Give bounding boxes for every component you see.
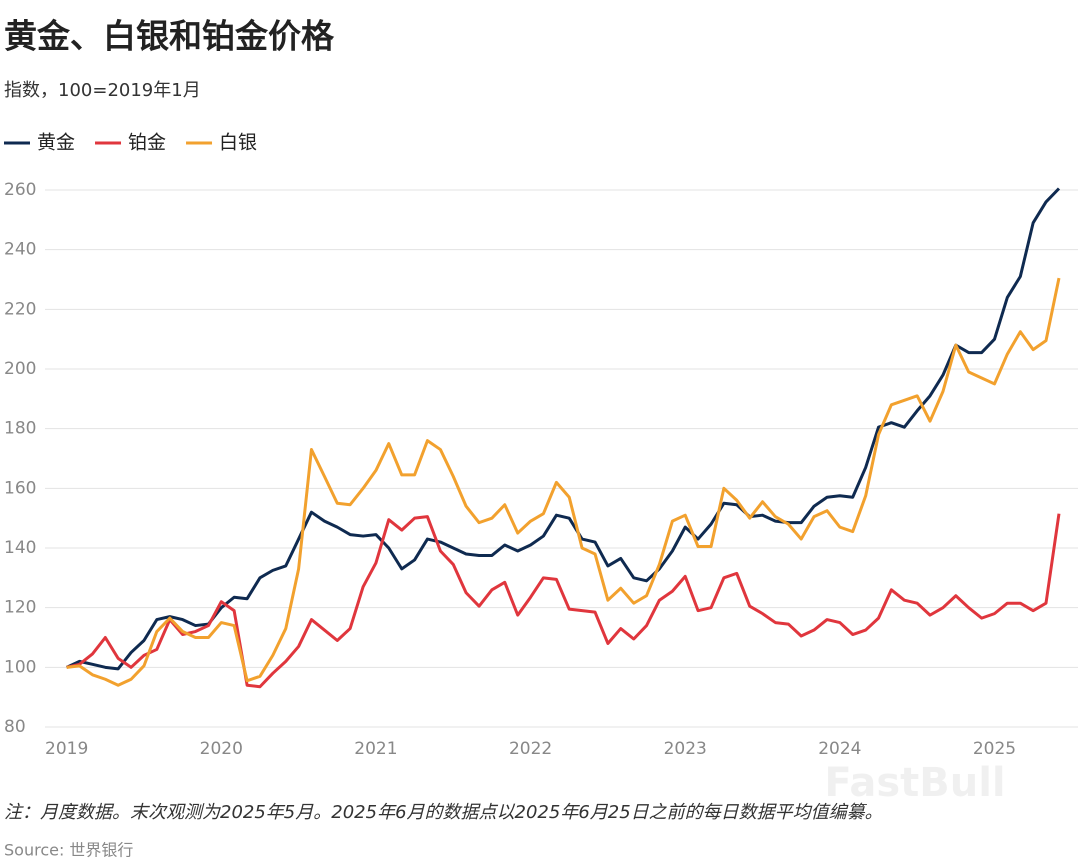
- x-tick-label: 2021: [354, 739, 397, 759]
- legend-label: 黄金: [37, 132, 75, 154]
- legend-label: 白银: [219, 132, 257, 154]
- x-tick-label: 2022: [509, 739, 552, 759]
- y-tick-label: 100: [4, 657, 36, 677]
- series-line: [66, 513, 1061, 689]
- x-tick-label: 2019: [45, 739, 88, 759]
- subtitle: 指数，100=2019年1月: [4, 80, 201, 101]
- x-tick-label: 2020: [200, 739, 243, 759]
- y-tick-label: 140: [4, 538, 36, 558]
- y-tick-label: 260: [4, 180, 36, 200]
- y-tick-label: 120: [4, 598, 36, 618]
- y-tick-label: 180: [4, 419, 36, 439]
- x-tick-label: 2024: [818, 739, 861, 759]
- series-line: [66, 277, 1061, 687]
- y-tick-label: 160: [4, 478, 36, 498]
- chart-title: 黄金、白银和铂金价格: [4, 17, 335, 56]
- watermark: FastBull: [824, 760, 1005, 806]
- series-line: [66, 187, 1061, 671]
- y-tick-label: 200: [4, 359, 36, 379]
- x-tick-label: 2023: [664, 739, 707, 759]
- x-tick-label: 2025: [973, 739, 1016, 759]
- y-tick-label: 220: [4, 299, 36, 319]
- y-tick-label: 240: [4, 240, 36, 260]
- source: Source: 世界银行: [4, 841, 133, 860]
- y-tick-label: 80: [4, 717, 26, 737]
- legend-label: 铂金: [128, 132, 166, 154]
- note: 注：月度数据。末次观测为2025年5月。2025年6月的数据点以2025年6月2…: [4, 802, 883, 823]
